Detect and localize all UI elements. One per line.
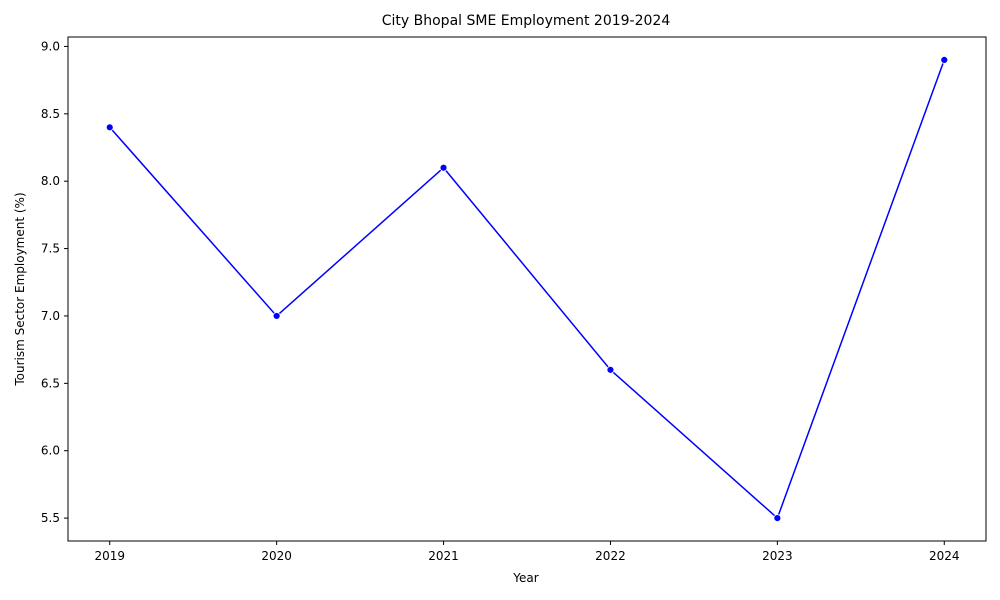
plot-area bbox=[105, 56, 949, 522]
axes-frame bbox=[67, 36, 987, 542]
chart-title: City Bhopal SME Employment 2019-2024 bbox=[382, 13, 671, 29]
data-point bbox=[105, 123, 114, 132]
data-point bbox=[606, 365, 615, 374]
y-tick-label: 6.0 bbox=[41, 444, 60, 458]
x-tick-label: 2020 bbox=[261, 549, 292, 563]
data-point bbox=[439, 163, 448, 172]
x-tick-label: 2019 bbox=[94, 549, 125, 563]
y-tick-label: 8.0 bbox=[41, 174, 60, 188]
y-tick-label: 7.0 bbox=[41, 309, 60, 323]
x-tick-label: 2022 bbox=[595, 549, 626, 563]
y-tick-label: 9.0 bbox=[41, 39, 60, 53]
data-point bbox=[940, 56, 949, 64]
series-line bbox=[109, 59, 945, 520]
ticks-layer: 2019 2020 2021 2022 2023 2024 5.5 6.0 6.5 7.0 7.5 8… bbox=[41, 39, 960, 563]
x-tick-label: 2023 bbox=[762, 549, 793, 563]
x-axis-label: Year bbox=[512, 571, 538, 585]
y-tick-label: 7.5 bbox=[41, 242, 60, 256]
y-tick-label: 8.5 bbox=[41, 107, 60, 121]
x-tick-label: 2021 bbox=[428, 549, 459, 563]
data-point bbox=[773, 514, 782, 522]
data-point bbox=[272, 312, 281, 320]
x-tick-label: 2024 bbox=[929, 549, 960, 563]
y-tick-label: 6.5 bbox=[41, 376, 60, 390]
y-axis-label: Tourism Sector Employment (%) bbox=[13, 192, 27, 386]
y-tick-label: 5.5 bbox=[41, 511, 60, 525]
